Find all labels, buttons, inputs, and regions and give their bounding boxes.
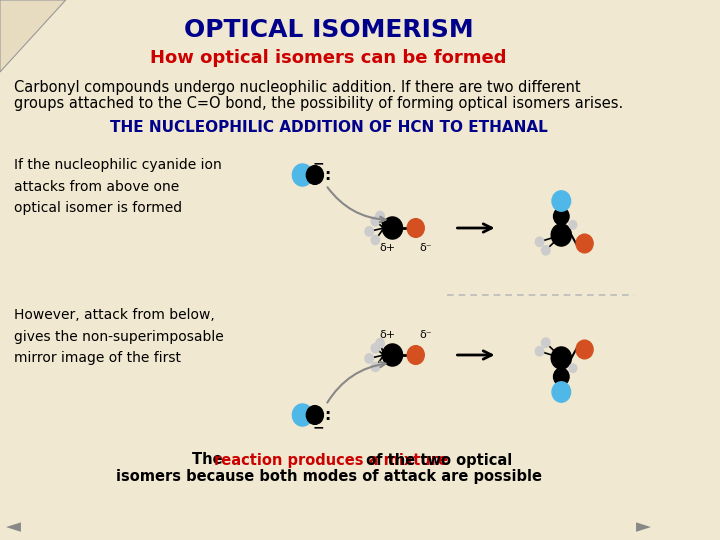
Polygon shape	[0, 0, 66, 72]
Text: δ+: δ+	[380, 330, 396, 340]
Text: δ+: δ+	[380, 243, 396, 253]
Text: reaction produces a mixture: reaction produces a mixture	[214, 453, 448, 468]
Circle shape	[382, 344, 402, 366]
Circle shape	[576, 340, 593, 359]
Circle shape	[552, 347, 572, 369]
Circle shape	[365, 354, 374, 363]
Text: Carbonyl compounds undergo nucleophilic addition. If there are two different: Carbonyl compounds undergo nucleophilic …	[14, 80, 580, 95]
Circle shape	[554, 368, 569, 385]
Text: :: :	[324, 408, 330, 422]
Text: −: −	[312, 420, 324, 434]
Circle shape	[408, 219, 424, 238]
Text: isomers because both modes of attack are possible: isomers because both modes of attack are…	[116, 469, 541, 484]
Circle shape	[292, 404, 312, 426]
Circle shape	[371, 362, 379, 372]
Text: If the nucleophilic cyanide ion
attacks from above one
optical isomer is formed: If the nucleophilic cyanide ion attacks …	[14, 158, 222, 215]
Circle shape	[382, 217, 402, 239]
Circle shape	[365, 227, 374, 236]
Circle shape	[306, 406, 323, 424]
Circle shape	[576, 234, 593, 253]
Circle shape	[535, 237, 544, 246]
Circle shape	[535, 347, 544, 356]
Text: The: The	[192, 453, 228, 468]
Text: δ⁻: δ⁻	[419, 243, 431, 253]
Circle shape	[371, 217, 379, 226]
Text: How optical isomers can be formed: How optical isomers can be formed	[150, 49, 507, 67]
Text: However, attack from below,
gives the non-superimposable
mirror image of the fir: However, attack from below, gives the no…	[14, 308, 223, 366]
Circle shape	[569, 220, 577, 229]
Text: −: −	[312, 156, 324, 170]
Text: OPTICAL ISOMERISM: OPTICAL ISOMERISM	[184, 18, 473, 42]
Text: ►: ►	[636, 517, 651, 537]
Circle shape	[371, 235, 379, 245]
Text: ◄: ◄	[6, 517, 21, 537]
Circle shape	[292, 164, 312, 186]
Circle shape	[569, 364, 577, 373]
Circle shape	[408, 346, 424, 365]
Circle shape	[376, 339, 384, 348]
Text: of the two optical: of the two optical	[361, 453, 513, 468]
Circle shape	[552, 224, 572, 246]
Circle shape	[306, 166, 323, 184]
Circle shape	[376, 212, 384, 221]
Text: groups attached to the C=O bond, the possibility of forming optical isomers aris: groups attached to the C=O bond, the pos…	[14, 96, 623, 111]
Circle shape	[552, 382, 571, 402]
Circle shape	[552, 191, 571, 211]
Circle shape	[541, 338, 550, 347]
Text: δ⁻: δ⁻	[419, 330, 431, 340]
Circle shape	[541, 246, 550, 255]
Circle shape	[371, 343, 379, 353]
Text: :: :	[324, 167, 330, 183]
Circle shape	[554, 208, 569, 225]
Text: THE NUCLEOPHILIC ADDITION OF HCN TO ETHANAL: THE NUCLEOPHILIC ADDITION OF HCN TO ETHA…	[109, 120, 547, 136]
